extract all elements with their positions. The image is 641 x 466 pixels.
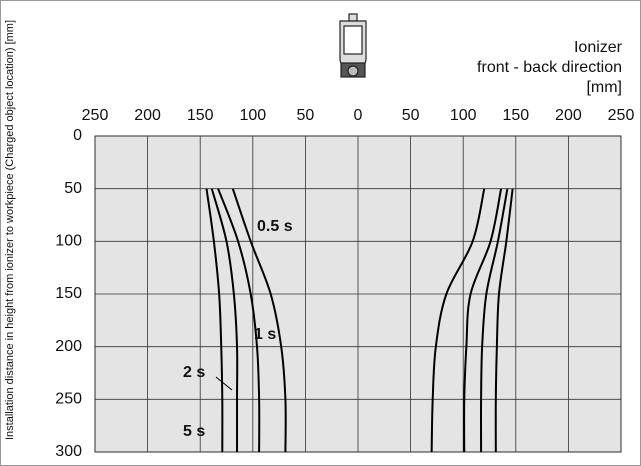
- y-tick-label: 100: [55, 233, 82, 250]
- curve: [205, 188, 224, 453]
- y-tick-label: 200: [55, 338, 82, 355]
- x-tick-label: 250: [82, 107, 109, 124]
- annotation: Ionizer: [574, 39, 623, 56]
- series-label: 0.5 s: [257, 218, 293, 235]
- x-tick-label: 150: [187, 107, 214, 124]
- x-tick-label: 150: [502, 107, 529, 124]
- x-tick-label: 0: [354, 107, 363, 124]
- y-tick-label: 0: [73, 127, 82, 144]
- x-tick-label: 50: [402, 107, 420, 124]
- series-label: 1 s: [254, 326, 276, 343]
- curve: [210, 188, 239, 452]
- curve: [494, 188, 514, 453]
- curve: [231, 188, 287, 453]
- y-tick-label: 300: [55, 443, 82, 460]
- x-tick-label: 50: [297, 107, 315, 124]
- y-tick-label: 150: [55, 285, 82, 302]
- series-label: 5 s: [183, 423, 205, 440]
- x-tick-label: 200: [555, 107, 582, 124]
- curve: [463, 188, 503, 453]
- annotation: front - back direction: [477, 59, 622, 76]
- ionizer-icon: [339, 13, 367, 78]
- x-tick-label: 200: [134, 107, 161, 124]
- leader-line: [215, 376, 233, 391]
- x-tick-label: 250: [608, 107, 635, 124]
- series-label: 2 s: [183, 364, 205, 381]
- y-tick-label: 50: [64, 180, 82, 197]
- curve: [430, 188, 486, 453]
- curve: [217, 188, 261, 453]
- y-tick-label: 250: [55, 391, 82, 408]
- curve: [480, 188, 509, 453]
- y-axis-label: Installation distance in height from ion…: [4, 20, 16, 440]
- annotation: [mm]: [586, 79, 622, 96]
- x-tick-label: 100: [239, 107, 266, 124]
- x-tick-label: 100: [450, 107, 477, 124]
